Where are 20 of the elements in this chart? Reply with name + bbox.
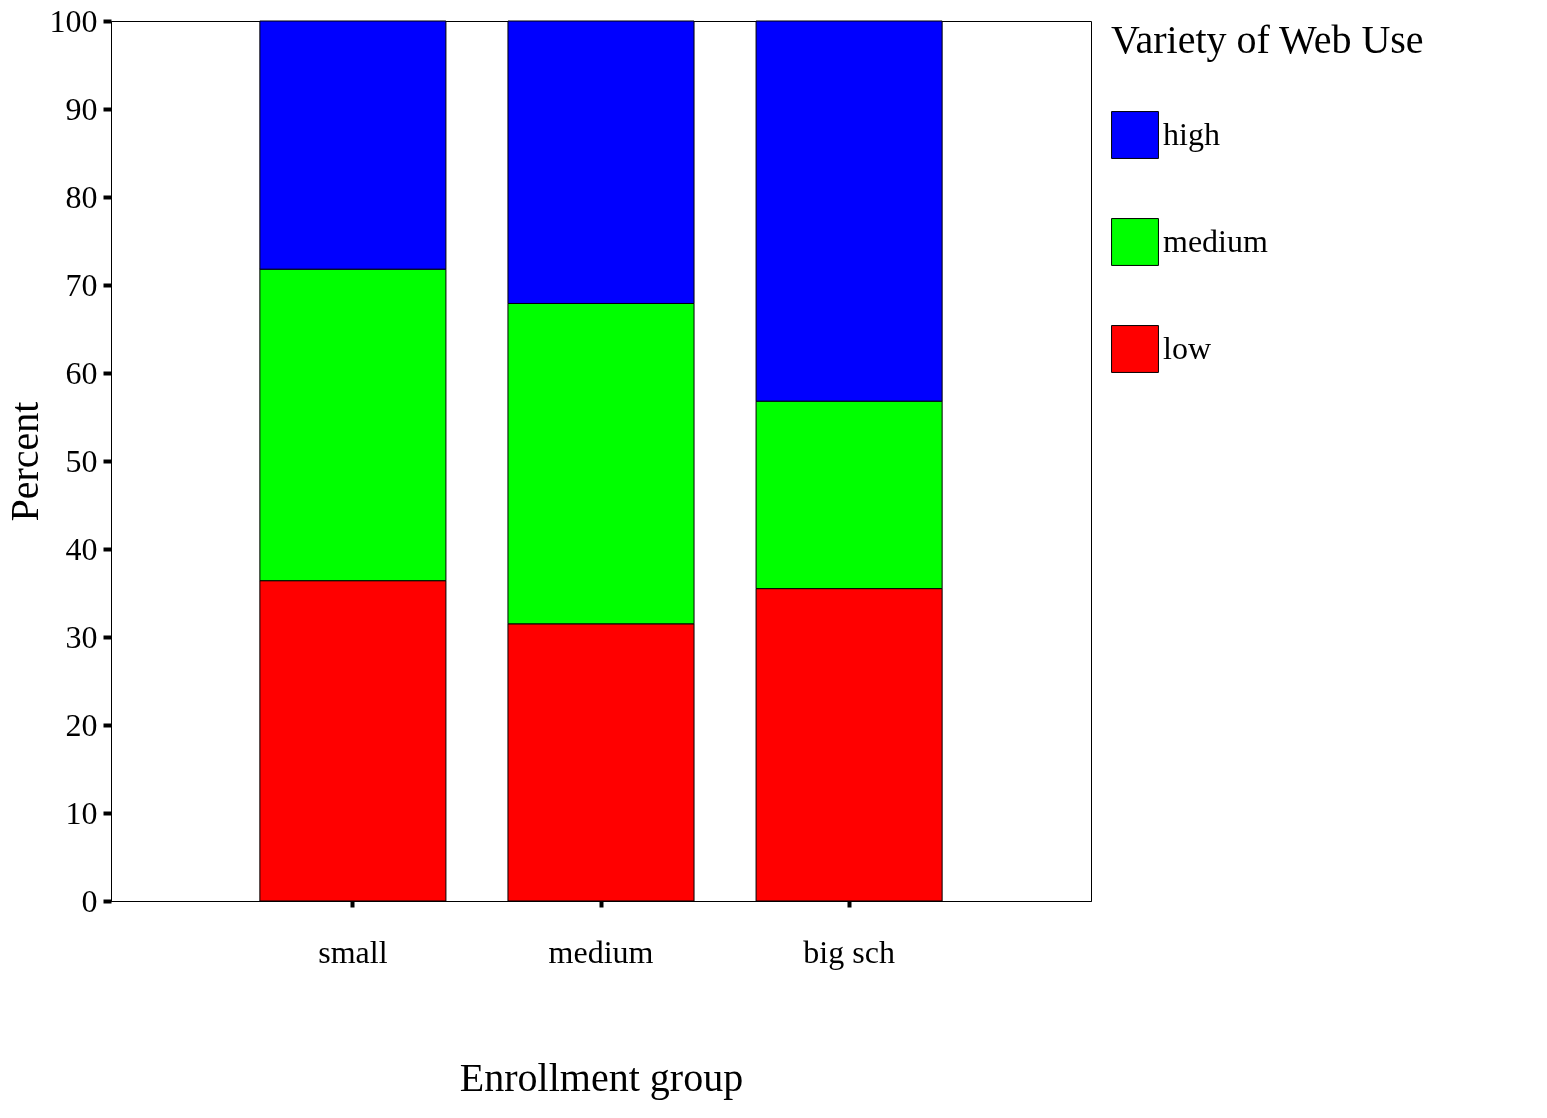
- y-tick-label: 70: [65, 266, 98, 303]
- legend-label: medium: [1163, 223, 1268, 259]
- x-axis-title: Enrollment group: [459, 1054, 744, 1100]
- y-tick-label: 40: [65, 530, 98, 567]
- x-tick-label: medium: [548, 933, 654, 970]
- y-axis-title: Percent: [1, 401, 47, 522]
- y-tick-label: 90: [65, 90, 98, 127]
- x-tick-label: big sch: [803, 933, 895, 970]
- legend-label: high: [1163, 116, 1220, 152]
- x-tick-label: small: [318, 933, 388, 970]
- y-tick-label: 100: [49, 2, 98, 39]
- legend-title: Variety of Web Use: [1111, 17, 1424, 62]
- y-tick-label: 10: [65, 794, 98, 831]
- y-tick-label: 50: [65, 442, 98, 479]
- y-tick-label: 30: [65, 618, 98, 655]
- legend-label: low: [1163, 330, 1211, 366]
- y-tick-label: 60: [65, 354, 98, 391]
- y-tick-label: 20: [65, 706, 98, 743]
- y-tick-label: 80: [65, 178, 98, 215]
- y-tick-label: 0: [81, 882, 98, 919]
